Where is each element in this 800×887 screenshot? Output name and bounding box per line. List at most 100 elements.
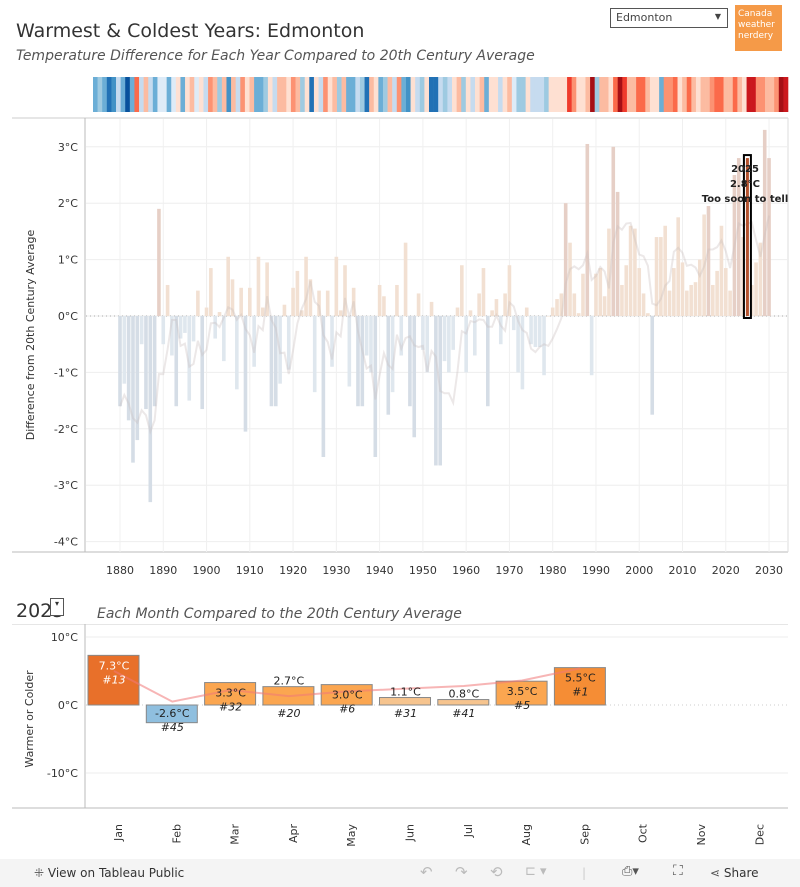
stripe — [249, 77, 255, 112]
year-bar — [269, 316, 274, 407]
month-tick-label: Jul — [462, 824, 475, 838]
footer-toolbar: ⁜ View on Tableau Public ↶ ↷ ⟲ ⊏ ▾ | ⎙▾ … — [0, 859, 800, 887]
brand-logo[interactable]: Canada weather nerdery — [735, 5, 782, 51]
stripe — [102, 77, 108, 112]
stripe — [364, 77, 370, 112]
stripe — [189, 77, 195, 112]
year-bar — [641, 293, 646, 316]
stripe — [405, 77, 411, 112]
toolbar-separator: | — [582, 866, 587, 880]
year-bar — [672, 268, 676, 316]
year-bar — [196, 290, 200, 316]
stripe — [626, 77, 632, 112]
stripe — [751, 77, 757, 112]
download-icon[interactable]: ⎙▾ — [622, 864, 639, 879]
x-tick-label: 1960 — [452, 564, 480, 577]
view-on-tableau-label: View on Tableau Public — [47, 866, 185, 880]
year-bar — [706, 206, 711, 316]
year-bar — [581, 273, 585, 316]
month-tick-label: Nov — [695, 824, 708, 846]
month-tick-label: Apr — [287, 824, 300, 844]
month-value-label: 7.3°C — [99, 659, 130, 672]
month-value-label: 1.1°C — [390, 686, 421, 699]
year-bar — [200, 316, 205, 410]
year-bar — [524, 307, 529, 316]
stripe — [677, 77, 683, 112]
month-rank-label: #32 — [219, 701, 242, 714]
year-bar — [416, 293, 421, 316]
x-tick-label: 1910 — [236, 564, 264, 577]
stripe — [125, 77, 131, 112]
year-bar — [442, 316, 447, 362]
stripe — [323, 77, 329, 112]
brand-line: nerdery — [738, 31, 774, 41]
highlight-label: 2025 — [731, 164, 759, 175]
year-bar — [425, 316, 430, 373]
dropdown-icon: ▾ — [54, 599, 59, 608]
fullscreen-icon[interactable]: ⛶ — [673, 863, 683, 879]
stripe — [350, 77, 356, 112]
year-bar — [312, 316, 317, 393]
year-bar — [507, 265, 512, 316]
month-rank-label: #31 — [394, 707, 417, 720]
revert-icon[interactable]: ⟲ — [490, 863, 503, 881]
stripe — [686, 77, 692, 112]
stripe — [663, 77, 669, 112]
stripe — [194, 77, 200, 112]
redo-icon[interactable]: ↷ — [455, 863, 468, 881]
month-bar — [553, 667, 606, 706]
year-bar — [468, 310, 473, 316]
y-tick-label: 2°C — [58, 197, 78, 210]
stripe — [97, 77, 103, 112]
year-bar — [222, 316, 226, 362]
stripe — [318, 77, 324, 112]
y-tick-label: 10°C — [51, 631, 78, 644]
stripe — [649, 77, 655, 112]
city-select[interactable]: Edmonton ▼ — [610, 8, 728, 28]
year-bar — [473, 316, 477, 356]
year-bar — [278, 316, 282, 384]
share-button[interactable]: ⋖ Share — [710, 866, 759, 880]
x-tick-label: 1940 — [366, 564, 394, 577]
year-bar — [676, 217, 680, 316]
stripe — [764, 77, 770, 112]
year-bar — [568, 242, 572, 316]
view-on-tableau-link[interactable]: ⁜ View on Tableau Public — [34, 866, 184, 880]
stripe — [769, 77, 775, 112]
highlight-bar — [745, 158, 749, 316]
year-bar — [533, 316, 538, 348]
stripe — [507, 77, 513, 112]
pause-updates-icon[interactable]: ⊏ ▾ — [525, 864, 547, 879]
stripe — [783, 77, 789, 112]
stripe — [562, 77, 568, 112]
year-bar — [325, 290, 330, 316]
stripe — [553, 77, 559, 112]
stripe — [309, 77, 315, 112]
year-bar — [516, 316, 520, 373]
stripe — [355, 77, 361, 112]
month-value-label: 2.7°C — [274, 675, 305, 688]
undo-icon[interactable]: ↶ — [420, 863, 433, 881]
trend-line — [113, 667, 581, 703]
stripe — [304, 77, 310, 112]
highlight-box — [742, 154, 752, 319]
stripe — [714, 77, 720, 112]
stripe — [617, 77, 623, 112]
year-bar — [633, 228, 637, 316]
year-bar — [758, 242, 763, 316]
year-dropdown-button[interactable]: ▾ — [50, 598, 64, 616]
year-bar — [503, 293, 507, 316]
stripe — [705, 77, 711, 112]
stripe — [346, 77, 352, 112]
year-bar — [494, 299, 499, 316]
x-tick-label: 1900 — [193, 564, 221, 577]
stripe — [580, 77, 586, 112]
stripe — [424, 77, 430, 112]
stripe — [415, 77, 421, 112]
year-bar — [230, 279, 235, 316]
stripe — [93, 77, 98, 112]
stripe — [272, 77, 278, 112]
stripe — [203, 77, 209, 112]
year-bar — [239, 287, 243, 316]
stripe — [461, 77, 467, 112]
